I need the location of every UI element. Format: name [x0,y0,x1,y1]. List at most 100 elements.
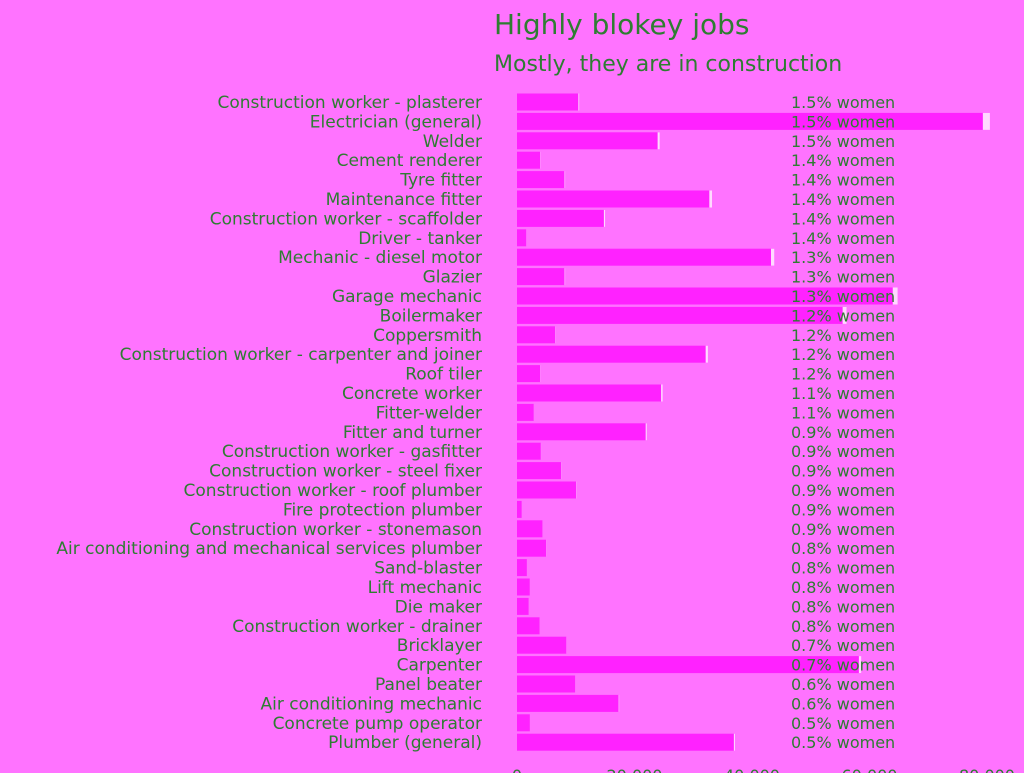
bar-women-segment [564,268,566,286]
bar [517,500,522,518]
bar [517,423,647,441]
category-label: Construction worker - steel fixer [209,462,482,482]
category-label: Cement renderer [337,151,482,171]
women-percent-label: 1.4% women [791,229,895,248]
bar [517,636,567,654]
category-label: Lift mechanic [368,578,482,598]
bar [517,171,566,189]
women-percent-label: 0.9% women [791,423,895,442]
category-label: Die maker [395,597,482,617]
category-label: Construction worker - stonemason [189,520,482,540]
bar [517,675,576,693]
women-percent-label: 0.6% women [791,675,895,694]
bar [517,656,862,674]
bar-women-segment [982,112,990,130]
category-label: Construction worker - drainer [232,617,482,637]
bar [517,481,577,499]
women-percent-label: 1.4% women [791,151,895,170]
women-percent-label: 0.9% women [791,500,895,519]
women-percent-label: 1.2% women [791,306,895,325]
bar [517,306,847,324]
women-percent-label: 1.2% women [791,326,895,345]
bar [517,345,708,363]
chart-title: Highly blokey jobs [494,8,749,41]
women-percent-label: 1.4% women [791,190,895,209]
category-label: Glazier [423,268,482,288]
category-label: Maintenance fitter [326,190,482,210]
category-label: Air conditioning mechanic [261,694,482,714]
women-percent-label: 0.8% women [791,539,895,558]
bar [517,578,530,596]
women-percent-label: 0.8% women [791,559,895,578]
bar-women-segment [564,171,566,189]
bar [517,248,775,266]
bar [517,403,535,421]
x-axis: 0 20,000 40,000 60,000 80,000 [512,766,1015,773]
women-percent-label: 1.1% women [791,403,895,422]
bar [517,112,990,130]
category-label: Carpenter [397,656,482,676]
category-label: Roof tiler [405,365,482,385]
women-percent-label: 0.9% women [791,462,895,481]
category-label: Construction worker - carpenter and join… [120,345,482,365]
women-percent-label: 1.2% women [791,365,895,384]
bar [517,442,542,460]
bar [517,132,660,150]
bar [517,93,580,111]
women-percent-label: 0.9% women [791,520,895,539]
category-label: Garage mechanic [332,287,482,307]
category-label: Construction worker - roof plumber [184,481,482,501]
category-label: Coppersmith [373,326,482,346]
bar [517,733,735,751]
category-label: Fitter-welder [376,403,482,423]
bar [517,268,566,286]
women-percent-label: 0.9% women [791,442,895,461]
bar-women-segment [733,733,735,751]
category-label: Concrete pump operator [273,714,482,734]
bar [517,714,530,732]
category-label: Bricklayer [397,636,482,656]
women-percent-label: 1.5% women [791,132,895,151]
category-label: Concrete worker [342,384,482,404]
bar [517,694,620,712]
women-percent-label: 1.3% women [791,248,895,267]
women-percent-label: 0.8% women [791,578,895,597]
bar-women-segment [578,93,580,111]
women-percent-label: 1.5% women [791,93,895,112]
women-percent-label: 1.3% women [791,268,895,287]
women-percent-label: 0.5% women [791,733,895,752]
bar [517,190,713,208]
bar [517,384,663,402]
category-label: Boilermaker [380,306,482,326]
bar-women-segment [661,384,663,402]
category-label: Fire protection plumber [283,500,482,520]
bar [517,229,527,247]
women-percent-label: 0.7% women [791,656,895,675]
bar [517,209,606,227]
bar-women-segment [618,694,620,712]
women-percent-label: 0.8% women [791,597,895,616]
x-tick-label: 60,000 [842,766,898,773]
category-label: Tyre fitter [399,171,482,191]
x-tick-label: 0 [512,766,522,773]
category-label: Electrician (general) [310,112,482,132]
category-label: Fitter and turner [343,423,482,443]
x-tick-label: 20,000 [607,766,663,773]
bar [517,462,562,480]
women-percent-label: 0.7% women [791,636,895,655]
women-percent-label: 1.5% women [791,112,895,131]
bar-women-segment [645,423,647,441]
bar [517,287,898,305]
category-label: Driver - tanker [358,229,482,249]
bar-women-segment [576,481,577,499]
category-label: Mechanic - diesel motor [278,248,482,268]
bar [517,559,527,577]
x-tick-label: 40,000 [724,766,780,773]
category-label: Air conditioning and mechanical services… [56,539,482,559]
bar [517,365,541,383]
women-percent-label: 1.1% women [791,384,895,403]
bar [517,617,540,635]
bar-women-segment [892,287,898,305]
bar-women-segment [858,656,862,674]
women-percent-label: 0.5% women [791,714,895,733]
